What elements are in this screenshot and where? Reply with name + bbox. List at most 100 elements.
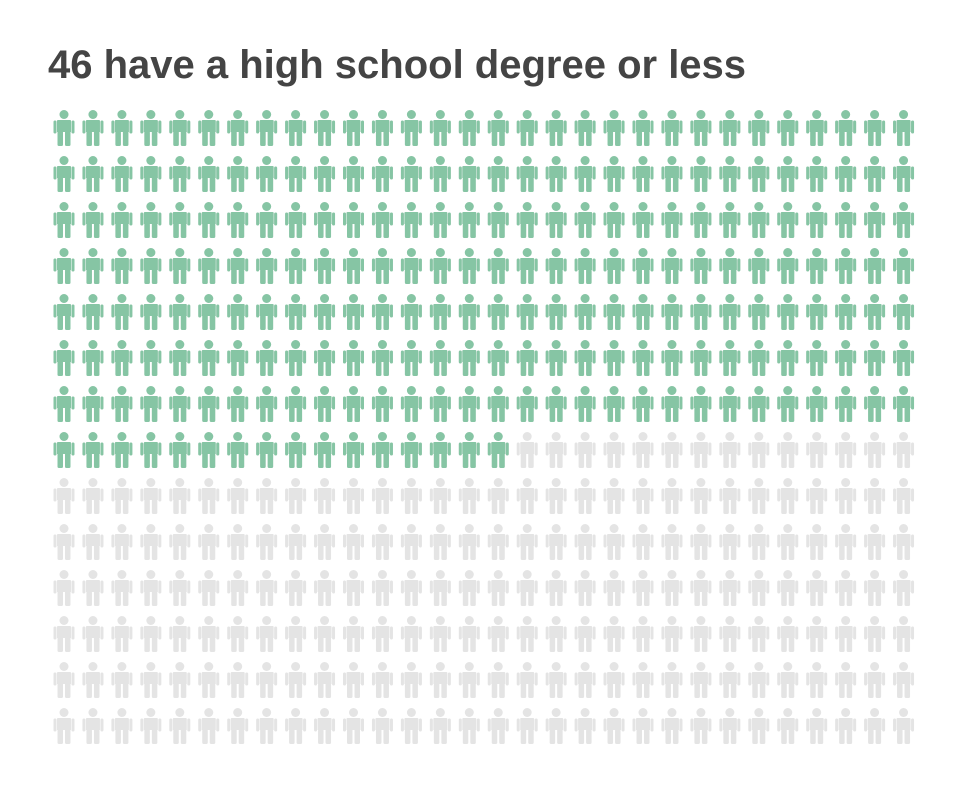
person-icon xyxy=(285,570,307,606)
person-icon xyxy=(169,524,191,560)
person-icon xyxy=(371,708,393,744)
person-icon xyxy=(690,616,712,652)
person-icon-filled xyxy=(487,156,509,192)
person-icon-filled xyxy=(198,386,220,422)
person-icon xyxy=(835,478,857,514)
person-icon-filled xyxy=(690,110,712,146)
person-icon xyxy=(806,616,828,652)
person-icon xyxy=(835,524,857,560)
person-icon-filled xyxy=(140,110,162,146)
person-icon xyxy=(516,616,538,652)
person-icon-filled xyxy=(285,340,307,376)
person-icon-filled xyxy=(806,294,828,330)
person-icon xyxy=(545,478,567,514)
person-icon xyxy=(806,662,828,698)
person-icon-filled xyxy=(458,248,480,284)
person-icon-filled xyxy=(53,156,75,192)
person-icon-filled xyxy=(429,340,451,376)
person-icon-filled xyxy=(371,294,393,330)
person-icon xyxy=(487,478,509,514)
person-icon xyxy=(198,570,220,606)
person-icon-filled xyxy=(82,248,104,284)
person-icon-filled xyxy=(516,386,538,422)
person-icon-filled xyxy=(227,340,249,376)
person-icon xyxy=(227,708,249,744)
person-icon xyxy=(429,524,451,560)
person-icon-filled xyxy=(632,202,654,238)
person-icon-filled xyxy=(574,248,596,284)
person-icon xyxy=(893,570,915,606)
person-icon xyxy=(777,708,799,744)
person-icon xyxy=(458,616,480,652)
person-icon xyxy=(516,524,538,560)
person-icon xyxy=(545,662,567,698)
person-icon xyxy=(198,662,220,698)
person-icon xyxy=(603,570,625,606)
person-icon xyxy=(82,570,104,606)
person-icon-filled xyxy=(545,248,567,284)
person-icon xyxy=(574,432,596,468)
person-icon-filled xyxy=(516,156,538,192)
person-icon xyxy=(661,570,683,606)
person-icon xyxy=(111,524,133,560)
person-icon-filled xyxy=(893,110,915,146)
person-icon-filled xyxy=(864,386,886,422)
person-icon-filled xyxy=(343,432,364,468)
person-icon-filled xyxy=(227,248,249,284)
person-icon xyxy=(835,708,857,744)
person-icon xyxy=(343,616,364,652)
person-icon-filled xyxy=(574,386,596,422)
person-icon xyxy=(777,616,799,652)
person-icon xyxy=(487,708,509,744)
person-icon xyxy=(748,662,770,698)
person-icon xyxy=(82,708,104,744)
person-icon-filled xyxy=(343,248,364,284)
person-icon-filled xyxy=(82,294,104,330)
person-icon xyxy=(371,616,393,652)
person-icon-filled xyxy=(632,156,654,192)
person-icon-filled xyxy=(169,156,191,192)
person-icon-filled xyxy=(458,432,480,468)
person-icon xyxy=(719,570,741,606)
person-icon-filled xyxy=(343,340,364,376)
person-icon-filled xyxy=(256,386,278,422)
person-icon xyxy=(314,662,336,698)
person-icon-filled xyxy=(429,248,451,284)
person-icon xyxy=(140,708,162,744)
person-icon xyxy=(545,570,567,606)
person-icon-filled xyxy=(227,202,249,238)
person-icon-filled xyxy=(777,202,799,238)
person-icon-filled xyxy=(661,294,683,330)
person-icon xyxy=(690,524,712,560)
person-icon-filled xyxy=(545,294,567,330)
person-icon xyxy=(893,616,915,652)
person-icon-filled xyxy=(748,340,770,376)
person-icon-filled xyxy=(719,386,741,422)
person-icon-filled xyxy=(777,248,799,284)
person-icon-filled xyxy=(777,156,799,192)
person-icon-filled xyxy=(198,432,220,468)
person-icon-filled xyxy=(864,110,886,146)
person-icon-filled xyxy=(371,386,393,422)
person-icon xyxy=(429,708,451,744)
person-icon xyxy=(893,662,915,698)
person-icon xyxy=(864,570,886,606)
person-icon xyxy=(343,478,364,514)
person-icon-filled xyxy=(545,156,567,192)
person-icon xyxy=(864,432,886,468)
person-icon-filled xyxy=(343,110,364,146)
person-icon-filled xyxy=(169,202,191,238)
person-icon xyxy=(864,478,886,514)
person-icon-filled xyxy=(603,248,625,284)
person-icon xyxy=(719,616,741,652)
person-icon xyxy=(400,616,422,652)
person-icon-filled xyxy=(53,202,75,238)
person-icon-filled xyxy=(806,110,828,146)
person-icon xyxy=(893,708,915,744)
person-icon-filled xyxy=(169,340,191,376)
person-icon xyxy=(256,478,278,514)
person-icon-filled xyxy=(400,248,422,284)
person-icon-filled xyxy=(748,202,770,238)
person-icon-filled xyxy=(53,386,75,422)
